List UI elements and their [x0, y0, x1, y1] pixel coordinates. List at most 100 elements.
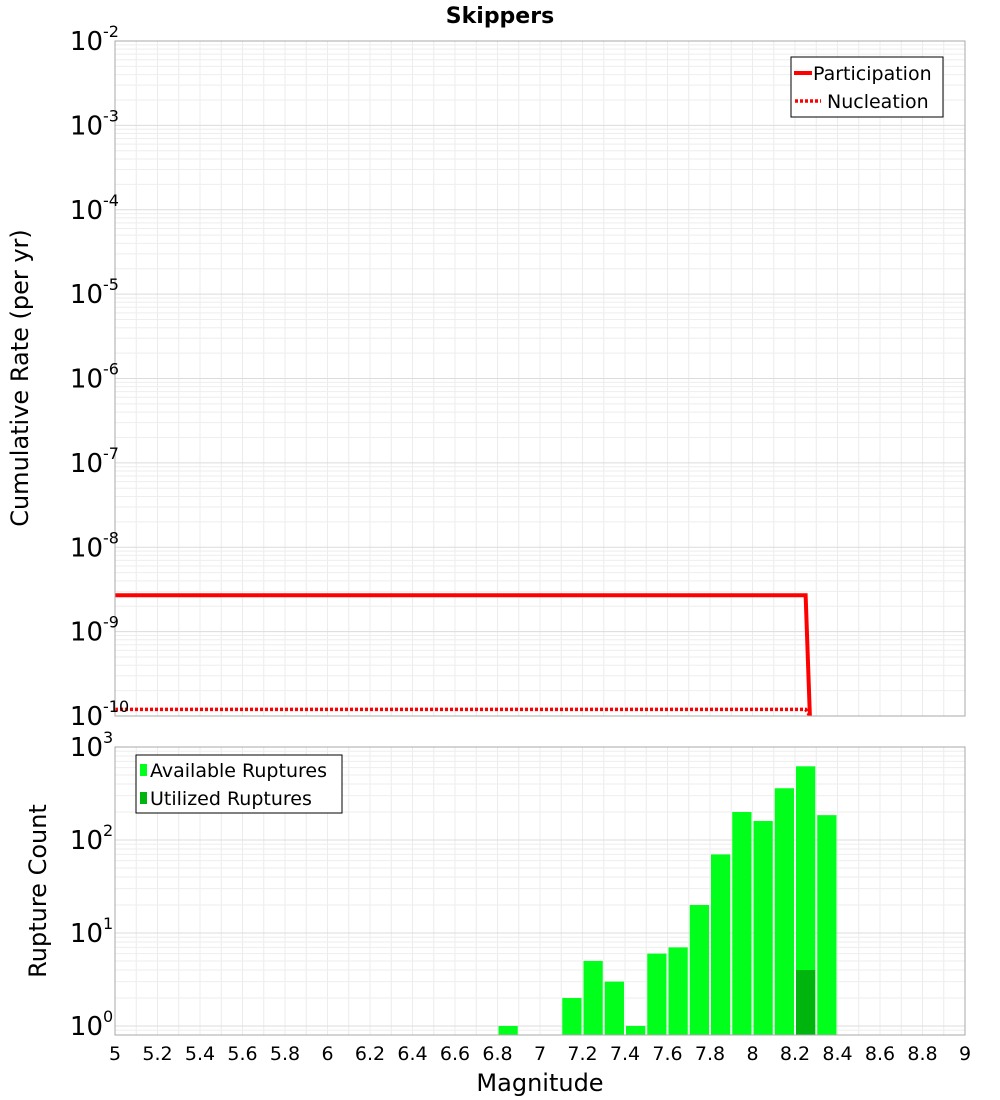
rate-y-tick-base: 10: [70, 27, 103, 57]
magnitude-x-axis-label: Magnitude: [476, 1069, 603, 1097]
nucleation-line: [115, 707, 812, 717]
rate-y-tick: 10 -9: [70, 613, 119, 648]
rupture-legend: Available Ruptures Utilized Ruptures: [135, 754, 343, 814]
rate-y-tick-base: 10: [70, 280, 103, 310]
nucleation-legend-label: Nucleation: [827, 91, 929, 113]
available-rupture-bar: [498, 1025, 518, 1035]
rate-y-tick-exponent: -4: [103, 191, 119, 210]
magnitude-x-tick: 5.4: [185, 1043, 215, 1065]
available-rupture-bar: [562, 997, 582, 1035]
rate-y-tick-exponent: -9: [103, 613, 119, 632]
magnitude-x-tick: 5.8: [270, 1043, 300, 1065]
rate-legend-box: [790, 56, 944, 118]
rate-y-tick-exponent: -7: [103, 444, 119, 463]
count-y-tick-base: 10: [70, 919, 103, 949]
available-rupture-bar: [583, 960, 603, 1035]
magnitude-x-tick: 8: [746, 1043, 758, 1065]
count-y-tick-exponent: 2: [103, 821, 113, 840]
available-rupture-bar: [774, 788, 794, 1035]
magnitude-x-tick: 6.6: [440, 1043, 470, 1065]
utilized-legend-label: Utilized Ruptures: [150, 788, 312, 810]
count-y-tick: 10 3: [70, 728, 113, 763]
available-rupture-bar: [796, 766, 816, 1035]
rate-y-tick-exponent: -8: [103, 528, 119, 547]
rate-y-tick: 10 -8: [70, 528, 119, 563]
count-y-axis-label: Rupture Count: [24, 804, 52, 978]
magnitude-x-tick: 7.8: [695, 1043, 725, 1065]
rate-y-tick-base: 10: [70, 196, 103, 226]
count-y-tick-base: 10: [70, 826, 103, 856]
rate-y-tick-base: 10: [70, 111, 103, 141]
rate-y-tick-exponent: -10: [103, 697, 129, 716]
magnitude-x-tick: 7.2: [567, 1043, 597, 1065]
rate-y-tick-exponent: -6: [103, 360, 119, 379]
magnitude-x-tick: 7: [534, 1043, 546, 1065]
magnitude-x-tick: 7.6: [652, 1043, 682, 1065]
rate-y-tick-exponent: -5: [103, 275, 119, 294]
count-y-tick-exponent: 0: [103, 1007, 113, 1026]
magnitude-x-tick: 8.8: [907, 1043, 937, 1065]
rate-plot-frame: [114, 40, 966, 717]
rate-y-tick-base: 10: [70, 702, 103, 732]
rate-y-tick: 10 -3: [70, 106, 119, 141]
count-y-tick-exponent: 3: [103, 728, 113, 747]
available-rupture-bar: [604, 981, 624, 1035]
rate-plot-panel: 10-210-310-410-510-610-710-810-910-10 Cu…: [6, 22, 966, 732]
rate-plot-grid: [114, 41, 966, 717]
magnitude-x-tick: 6: [321, 1043, 333, 1065]
magnitude-x-tick: 9: [959, 1043, 971, 1065]
rate-y-tick: 10 -6: [70, 360, 119, 395]
magnitude-x-tick: 6.4: [397, 1043, 427, 1065]
count-y-tick-base: 10: [70, 1012, 103, 1042]
available-rupture-bar: [689, 904, 709, 1035]
available-rupture-bar: [817, 815, 837, 1035]
rate-y-tick: 10 -5: [70, 275, 119, 310]
magnitude-x-axis-ticks: 5 5.2 5.4 5.6 5.8 6 6.2 6.4 6.6 6.8 7 7.2 7.4 7.6 7.8 8…: [109, 1043, 971, 1065]
count-y-tick: 10 2: [70, 821, 113, 856]
available-rupture-bar: [668, 947, 688, 1035]
rate-legend: Participation Nucleation: [790, 56, 944, 118]
rate-y-tick-exponent: -3: [103, 106, 119, 125]
available-rupture-bar: [711, 854, 731, 1035]
available-rupture-bar: [732, 812, 752, 1035]
available-rupture-bar: [647, 953, 667, 1035]
count-y-tick-exponent: 1: [103, 914, 113, 933]
rate-y-tick-base: 10: [70, 449, 103, 479]
participation-legend-label: Participation: [813, 63, 932, 85]
magnitude-x-tick: 5: [109, 1043, 121, 1065]
rate-y-tick-exponent: -2: [103, 22, 119, 41]
rate-y-axis-ticks: 10-210-310-410-510-610-710-810-910-10: [70, 22, 129, 732]
available-rupture-bar: [753, 821, 773, 1035]
participation-line: [115, 593, 812, 717]
rupture-count-frame: [114, 746, 966, 1036]
rate-y-tick: 10 -4: [70, 191, 119, 226]
utilized-legend-swatch: [140, 792, 147, 804]
magnitude-x-tick: 8.2: [780, 1043, 810, 1065]
magnitude-x-tick: 7.4: [610, 1043, 640, 1065]
chart-title: Skippers: [446, 4, 554, 29]
magnitude-x-tick: 5.2: [142, 1043, 172, 1065]
rate-y-tick-base: 10: [70, 533, 103, 563]
rate-y-tick-base: 10: [70, 365, 103, 395]
rate-y-axis-label: Cumulative Rate (per yr): [6, 229, 34, 527]
rate-y-tick-base: 10: [70, 618, 103, 648]
count-y-tick: 10 0: [70, 1007, 113, 1042]
rate-y-tick: 10 -10: [70, 697, 129, 732]
count-y-tick-base: 10: [70, 733, 103, 763]
rupture-legend-box: [135, 754, 343, 814]
rate-plot-series: [115, 593, 812, 717]
available-legend-swatch: [140, 764, 147, 776]
magnitude-x-tick: 8.6: [865, 1043, 895, 1065]
rate-y-tick: 10 -2: [70, 22, 119, 57]
magnitude-x-tick: 5.6: [227, 1043, 257, 1065]
rate-y-tick: 10 -7: [70, 444, 119, 479]
utilized-rupture-bar: [796, 969, 816, 1035]
available-legend-label: Available Ruptures: [150, 760, 327, 782]
available-rupture-bar: [626, 1025, 646, 1035]
count-y-tick: 10 1: [70, 914, 113, 949]
magnitude-x-tick: 8.4: [822, 1043, 852, 1065]
magnitude-x-tick: 6.8: [482, 1043, 512, 1065]
magnitude-x-tick: 6.2: [355, 1043, 385, 1065]
